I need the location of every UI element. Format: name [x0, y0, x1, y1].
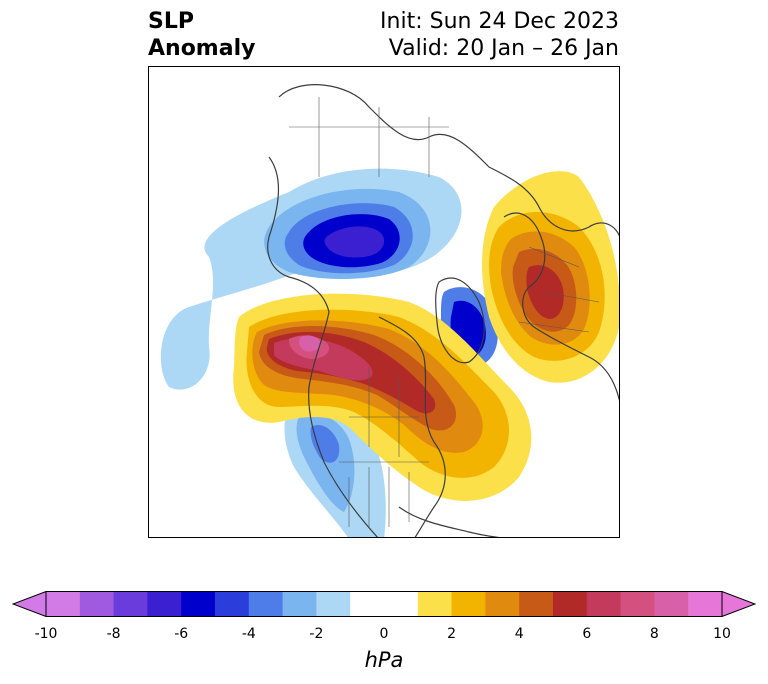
coastlines [267, 84, 619, 537]
colorbar-bin-4 [181, 591, 216, 617]
colorbar-tick-label: -2 [309, 626, 324, 642]
colorbar-bin-18 [654, 591, 689, 617]
map-title-variable: SLP Anomaly [148, 8, 255, 62]
high-anomaly-europe [482, 171, 619, 383]
coastline-alaska [267, 156, 330, 313]
init-date-label: Init: Sun 24 Dec 2023 [380, 9, 619, 34]
colorbar-tick-label: 2 [447, 626, 457, 642]
colorbar-unit-label: hPa [364, 648, 404, 672]
colorbar-bin-1 [79, 591, 115, 617]
colorbar-bin-12 [451, 591, 486, 617]
colorbar-bin-11 [417, 591, 453, 617]
political-borders [289, 97, 600, 527]
low-anomaly-arctic [160, 168, 462, 390]
colorbar-outline [45, 591, 723, 617]
contour-neg-us-3 [310, 425, 340, 463]
border-us-states [348, 467, 410, 527]
map-title-dates: Init: Sun 24 Dec 2023 Valid: 20 Jan – 26… [380, 8, 619, 62]
colorbar-tick-label: -6 [174, 626, 189, 642]
colorbar-tick-label: -4 [241, 626, 256, 642]
coastline-europe [503, 212, 619, 401]
contour-neg-6 [324, 226, 385, 258]
contour-neg-us-2 [296, 413, 355, 512]
colorbar-tick-label: -10 [34, 626, 58, 642]
colorbar-tick-label: -8 [106, 626, 121, 642]
colorbar-tick-label: 10 [713, 626, 731, 642]
colorbar-bin-17 [620, 591, 655, 617]
colorbar-extend-low [12, 591, 47, 617]
colorbar-tick-label: 8 [649, 626, 659, 642]
coastline-west-america [308, 311, 379, 537]
colorbar-bins [46, 591, 723, 617]
colorbar-bin-9 [350, 591, 385, 617]
colorbar-bin-13 [485, 591, 520, 617]
colorbar-bin-8 [316, 591, 351, 617]
colorbar-bin-16 [586, 591, 622, 617]
colorbar-bin-15 [553, 591, 588, 617]
colorbar-bin-2 [113, 591, 148, 617]
slp-anomaly-map [160, 84, 619, 537]
colorbar-bin-7 [282, 591, 317, 617]
colorbar-bin-10 [384, 591, 419, 617]
colorbar-bin-5 [215, 591, 250, 617]
border-russia-asia [289, 97, 449, 177]
colorbar-tick-label: 6 [582, 626, 592, 642]
colorbar-bin-0 [46, 591, 81, 617]
colorbar-extend-high [721, 591, 756, 617]
colorbar-bin-14 [519, 591, 554, 617]
title-variable-line2: Anomaly [148, 36, 256, 61]
coastline-caribbean [398, 506, 500, 537]
colorbar-bin-6 [248, 591, 284, 617]
title-variable-line1: SLP [148, 9, 194, 34]
valid-date-label: Valid: 20 Jan – 26 Jan [388, 36, 619, 61]
map-panel [148, 66, 620, 538]
colorbar-tick-label: 4 [514, 626, 524, 642]
colorbar-bin-3 [147, 591, 182, 617]
colorbar [12, 591, 756, 617]
border-europe [518, 246, 600, 333]
coastline-north [278, 84, 619, 237]
coastline-greenland [435, 277, 485, 364]
colorbar-bin-19 [688, 591, 723, 617]
contour-pos-8 [298, 335, 321, 352]
high-anomaly-pacific-canada [233, 293, 532, 501]
border-canada-provinces [349, 367, 419, 457]
coastline-east-america [378, 316, 446, 537]
colorbar-tick-label: 0 [379, 626, 389, 642]
